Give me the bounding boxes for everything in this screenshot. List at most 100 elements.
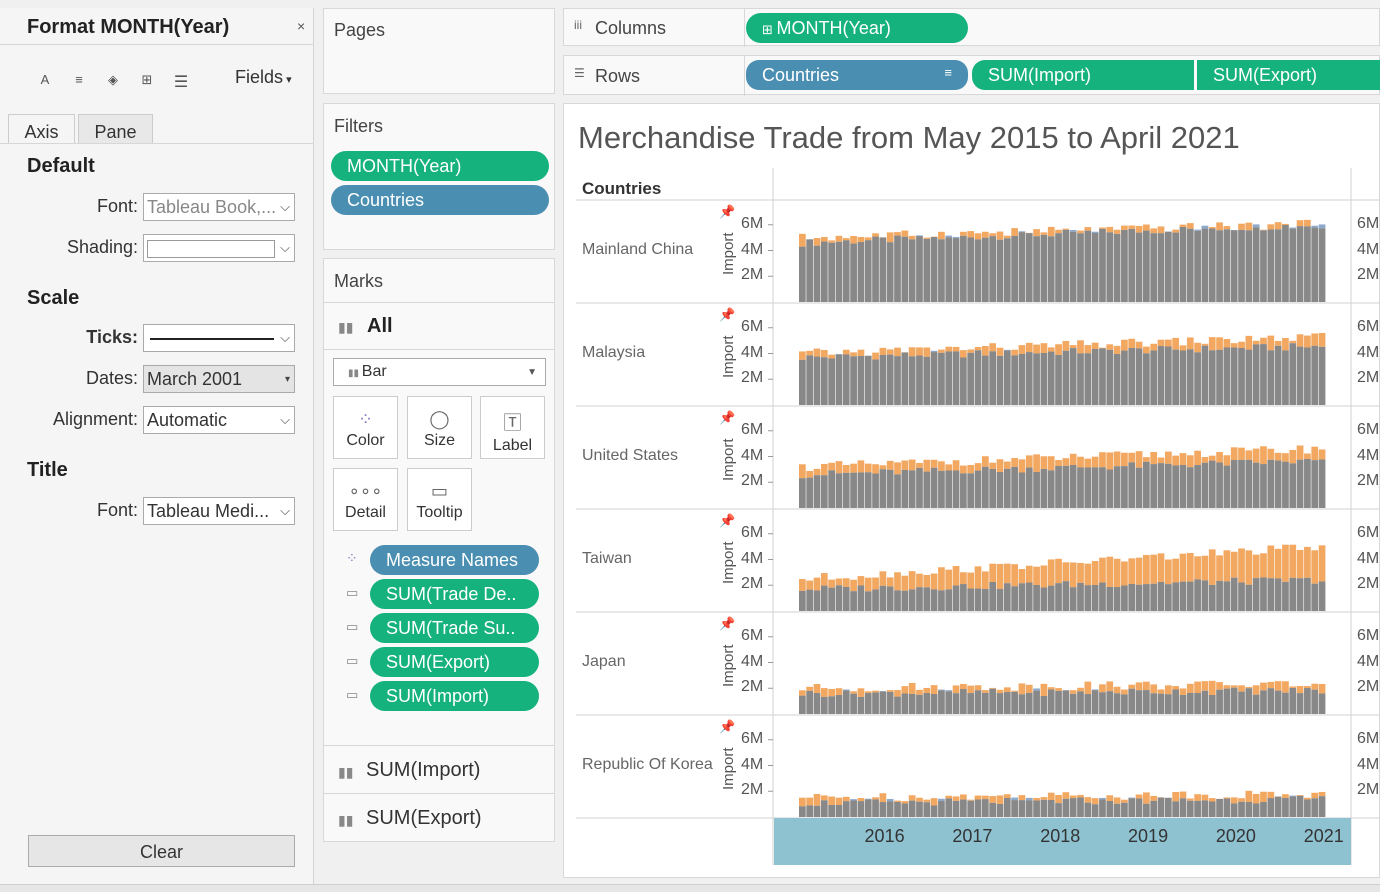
bar-segment-base[interactable] — [806, 355, 814, 405]
bar-segment-base[interactable] — [1274, 229, 1282, 302]
bar-segment-top[interactable] — [1025, 684, 1033, 693]
bar-segment-base[interactable] — [820, 241, 828, 302]
bar-segment-base[interactable] — [938, 352, 945, 405]
bar-segment-top[interactable] — [1252, 224, 1260, 228]
bar-segment-base[interactable] — [1252, 578, 1260, 611]
bar-segment-base[interactable] — [842, 801, 850, 817]
bar-segment-top[interactable] — [1135, 682, 1143, 691]
bar-segment-top[interactable] — [1238, 341, 1245, 348]
tab-pane[interactable]: Pane — [78, 114, 153, 144]
bar-segment-top[interactable] — [1296, 794, 1304, 796]
bar-segment-top[interactable] — [938, 231, 945, 240]
bar-segment-base[interactable] — [1069, 231, 1077, 302]
bar-segment-top[interactable] — [799, 233, 806, 247]
bar-segment-top[interactable] — [1304, 686, 1311, 689]
bar-segment-top[interactable] — [1121, 452, 1128, 467]
pin-icon[interactable]: 📌 — [719, 616, 736, 631]
bar-segment-base[interactable] — [908, 356, 916, 405]
bar-segment-base[interactable] — [828, 242, 835, 302]
bar-segment-base[interactable] — [996, 693, 1004, 714]
bar-segment-base[interactable] — [952, 585, 960, 611]
bar-segment-top[interactable] — [1150, 228, 1158, 234]
bar-segment-base[interactable] — [1099, 692, 1106, 714]
bar-segment-top[interactable] — [1018, 459, 1026, 473]
bar-segment-base[interactable] — [1143, 461, 1150, 508]
bar-segment-base[interactable] — [1194, 465, 1201, 508]
bar-segment-base[interactable] — [835, 241, 843, 302]
bar-segment-top[interactable] — [1289, 544, 1297, 578]
bar-segment-top[interactable] — [1033, 797, 1040, 801]
bar-segment-base[interactable] — [1121, 229, 1128, 302]
bar-segment-top[interactable] — [989, 233, 997, 237]
bar-segment-base[interactable] — [835, 695, 843, 714]
bar-segment-top[interactable] — [1216, 451, 1223, 463]
bar-segment-top[interactable] — [974, 566, 982, 589]
bar-segment-base[interactable] — [967, 473, 975, 508]
bar-segment-top[interactable] — [1047, 559, 1055, 586]
bar-segment-base[interactable] — [908, 470, 916, 508]
marks-pill-export[interactable]: SUM(Export) — [370, 647, 539, 677]
bar-segment-base[interactable] — [1194, 692, 1201, 714]
bar-segment-base[interactable] — [813, 475, 821, 508]
bar-segment-top[interactable] — [1077, 562, 1084, 583]
bar-segment-top[interactable] — [1011, 228, 1018, 236]
bar-segment-top[interactable] — [1208, 226, 1216, 229]
bar-segment-top[interactable] — [1179, 224, 1187, 227]
bar-segment-base[interactable] — [1135, 232, 1143, 302]
bar-segment-top[interactable] — [960, 231, 967, 236]
bar-segment-top[interactable] — [1099, 684, 1106, 693]
bar-segment-base[interactable] — [930, 352, 938, 405]
bar-segment-top[interactable] — [930, 350, 938, 353]
bar-segment-top[interactable] — [894, 800, 901, 802]
bar-segment-top[interactable] — [879, 465, 887, 470]
bar-segment-base[interactable] — [1208, 801, 1216, 817]
bar-segment-base[interactable] — [1003, 468, 1011, 508]
bar-segment-base[interactable] — [1062, 798, 1070, 817]
bar-segment-top[interactable] — [1172, 558, 1180, 583]
bar-segment-base[interactable] — [1267, 578, 1275, 611]
bar-segment-top[interactable] — [1157, 553, 1165, 582]
bar-segment-top[interactable] — [938, 689, 945, 691]
bar-segment-base[interactable] — [916, 801, 923, 817]
bar-segment-top[interactable] — [886, 577, 894, 587]
bar-segment-top[interactable] — [1106, 344, 1114, 350]
bar-segment-base[interactable] — [1047, 351, 1055, 405]
bar-segment-base[interactable] — [996, 588, 1004, 611]
bar-segment-top[interactable] — [850, 691, 857, 694]
bar-segment-base[interactable] — [1289, 687, 1297, 714]
bar-segment-base[interactable] — [1208, 228, 1216, 302]
bar-segment-top[interactable] — [1055, 794, 1062, 804]
ticks-dropdown[interactable]: ⌵ — [143, 324, 295, 352]
bar-segment-top[interactable] — [916, 235, 923, 237]
bar-segment-top[interactable] — [1260, 337, 1267, 345]
bar-segment-base[interactable] — [901, 693, 909, 714]
bar-segment-base[interactable] — [1018, 694, 1026, 714]
bar-segment-top[interactable] — [1040, 565, 1048, 588]
bar-segment-top[interactable] — [1135, 557, 1143, 585]
bar-segment-top[interactable] — [1025, 797, 1033, 801]
bar-segment-base[interactable] — [981, 355, 989, 405]
bar-segment-base[interactable] — [1150, 233, 1158, 302]
bar-segment-top[interactable] — [842, 578, 850, 587]
bar-segment-top[interactable] — [1245, 335, 1253, 350]
detail-button[interactable]: ∘∘∘ Detail — [333, 468, 398, 531]
bar-segment-top[interactable] — [1194, 556, 1201, 580]
bar-segment-base[interactable] — [981, 466, 989, 508]
bar-segment-top[interactable] — [1245, 790, 1253, 803]
bar-segment-base[interactable] — [1033, 471, 1040, 508]
bar-segment-top[interactable] — [996, 563, 1004, 589]
bar-segment-base[interactable] — [894, 590, 901, 611]
bar-segment-top[interactable] — [967, 799, 975, 801]
bar-segment-base[interactable] — [1062, 465, 1070, 508]
bar-segment-top[interactable] — [813, 684, 821, 694]
tab-axis[interactable]: Axis — [8, 114, 75, 144]
bar-segment-base[interactable] — [1040, 587, 1048, 611]
bar-segment-top[interactable] — [901, 575, 909, 591]
bar-segment-base[interactable] — [1274, 460, 1282, 508]
bar-segment-base[interactable] — [1282, 461, 1289, 508]
bar-segment-top[interactable] — [1011, 690, 1018, 692]
bar-segment-top[interactable] — [967, 231, 975, 238]
bar-segment-base[interactable] — [1289, 228, 1297, 302]
bar-segment-base[interactable] — [872, 692, 879, 714]
bar-segment-top[interactable] — [1099, 557, 1106, 583]
